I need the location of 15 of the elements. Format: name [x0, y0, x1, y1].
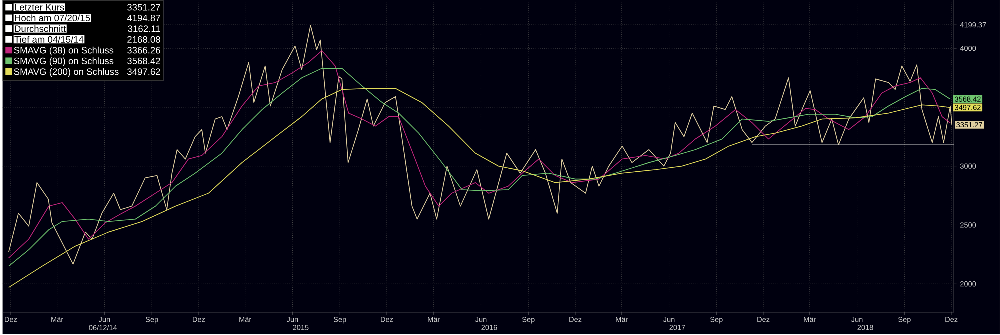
- annotation: Durchschnitt: [15, 25, 66, 32]
- annotation: 4194.87: [127, 14, 160, 22]
- legend-label: SMAVG (200) on Schluss: [14, 68, 119, 78]
- annotation: 3568.42: [128, 58, 160, 65]
- annotation: 2168.08: [128, 36, 160, 44]
- annotation: 3162.11: [128, 26, 160, 32]
- annotation: Tief am 04/15/14: [14, 36, 84, 44]
- annotation: Hoch am 07/20/15: [15, 14, 90, 22]
- annotation: 3366.26: [128, 47, 160, 54]
- legend-label: SMAVG (90) on Schluss: [14, 58, 114, 66]
- annotation: 3497.62: [128, 68, 160, 76]
- annotation: Letzter Kurs: [15, 4, 64, 11]
- annotation: 3351.27: [128, 4, 160, 11]
- legend-label: SMAVG (38) on Schluss: [14, 46, 114, 56]
- line-series: [8, 88, 951, 288]
